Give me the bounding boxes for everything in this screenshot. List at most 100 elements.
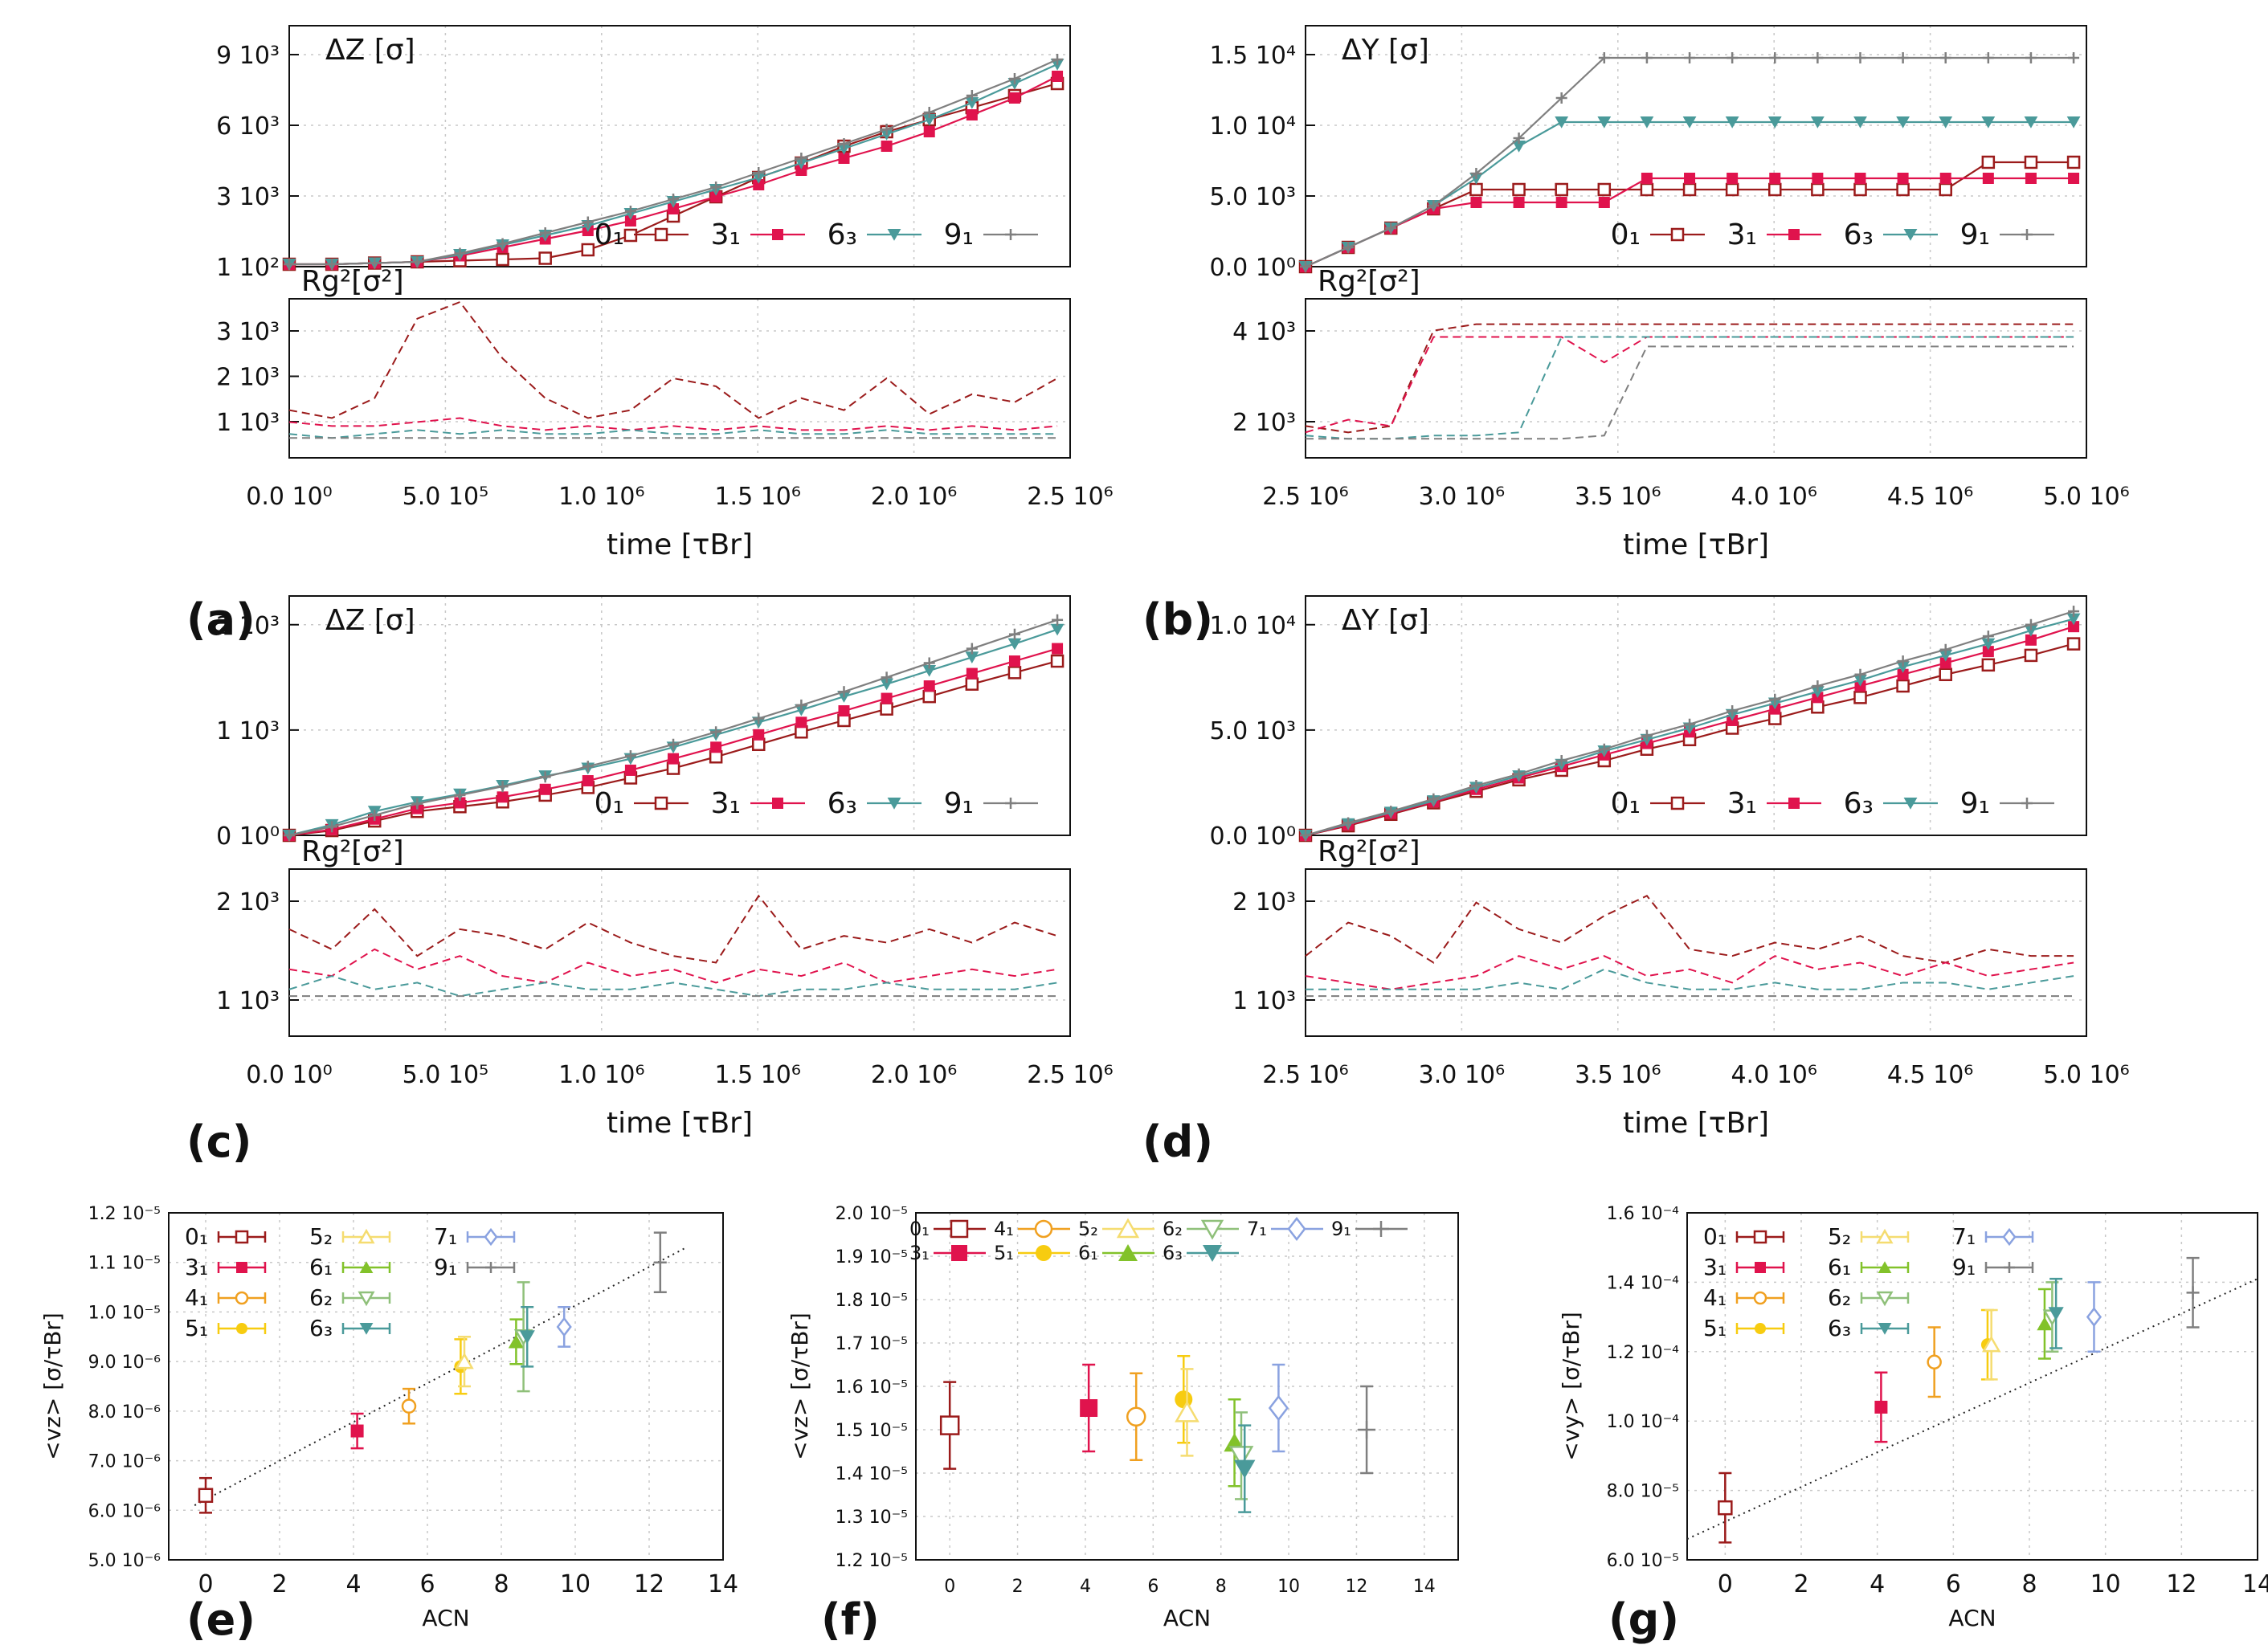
point-3_1 [1052, 71, 1064, 82]
y-tick-label: 5.0 10³ [1210, 183, 1296, 211]
x-tick-label: 2.0 10⁶ [871, 483, 957, 511]
y-tick-label: 8.0 10⁻⁵ [1607, 1482, 1679, 1502]
point-0_1 [1981, 155, 1996, 169]
point-9_1 [668, 738, 680, 750]
y-tick-label: 9.0 10⁻⁶ [88, 1353, 161, 1373]
point-0_1 [1007, 666, 1022, 680]
data-point [198, 1488, 214, 1504]
point-9_1 [966, 643, 978, 655]
point-9_1 [710, 182, 722, 193]
legend-label: 6₃ [1828, 1315, 1851, 1341]
y-tick-label: 1.9 10⁻⁵ [836, 1247, 908, 1267]
point-9_1 [881, 124, 893, 135]
point-9_1 [1769, 52, 1781, 63]
rg-line-3_1 [288, 417, 1058, 431]
y-tick-label: 1.0 10⁴ [1210, 612, 1296, 640]
legend-marker [1788, 229, 1800, 240]
point-3_1 [1812, 173, 1824, 184]
point-3_1 [624, 215, 636, 227]
point-0_1 [965, 677, 979, 691]
series-line-9_1 [289, 58, 1058, 266]
x-tick-label: 12 [634, 1570, 664, 1598]
legend-label: 9₁ [944, 218, 974, 251]
point-6_3 [1810, 686, 1825, 698]
point-6_3 [1767, 116, 1782, 129]
legend-marker [236, 1323, 247, 1334]
point-9_1 [1385, 222, 1397, 234]
y-tick-label: 1.4 10⁻⁴ [1607, 1273, 1680, 1293]
legend-marker [359, 1261, 374, 1273]
panel-label: (a) [186, 594, 255, 645]
data-point [401, 1398, 417, 1414]
legend-marker [236, 1262, 247, 1273]
point-6_3 [1896, 661, 1910, 673]
point-9_1 [881, 671, 893, 684]
point-9_1 [838, 686, 850, 698]
point-9_1 [369, 809, 381, 821]
point-9_1 [2025, 52, 2037, 63]
point-3_1 [1897, 173, 1909, 184]
y-tick-label: 1 10³ [216, 409, 280, 437]
legend-label: 3₁ [711, 787, 741, 820]
point-6_3 [1939, 116, 1953, 129]
rg-line-6_3 [1305, 336, 2074, 440]
y-tick-label: 1.2 10⁻⁵ [88, 1204, 161, 1224]
point-6_3 [2066, 116, 2081, 129]
point-9_1 [668, 194, 680, 205]
y-tick-label: 1.8 10⁻⁵ [836, 1291, 908, 1311]
point-6_3 [1050, 623, 1065, 636]
legend-label: 3₁ [909, 1242, 930, 1264]
point-0_1 [1853, 182, 1867, 197]
point-9_1 [795, 153, 807, 164]
legend-label: 9₁ [434, 1254, 457, 1280]
point-3_1 [497, 791, 509, 803]
point-6_3 [880, 678, 894, 691]
point-0_1 [1896, 679, 1910, 693]
panel-d: 2.5 10⁶ 3.0 10⁶ 3.5 10⁶ 4.0 10⁶ 4.5 10⁶ 5.0 1… [1142, 595, 2130, 1167]
legend-label: 6₂ [309, 1284, 333, 1311]
data-point [2086, 1307, 2102, 1328]
point-9_1 [1555, 92, 1567, 104]
legend-label: 5₂ [1078, 1218, 1098, 1240]
point-3_1 [881, 141, 893, 152]
y-tick-label: 3 10³ [216, 183, 280, 211]
point-9_1 [411, 798, 423, 810]
x-tick-label: 12 [1345, 1577, 1367, 1597]
point-3_1 [539, 783, 551, 795]
legend-marker [2021, 229, 2033, 240]
point-3_1 [2068, 621, 2080, 633]
legend-marker [950, 1219, 969, 1239]
legend-label: 5₁ [1703, 1315, 1727, 1341]
point-9_1 [1684, 718, 1696, 730]
point-3_1 [1641, 173, 1653, 184]
point-9_1 [1385, 806, 1397, 818]
point-3_1 [668, 203, 680, 214]
point-6_3 [1682, 116, 1697, 129]
legend-label: 6₂ [1163, 1218, 1183, 1240]
point-9_1 [1897, 655, 1909, 667]
legend-label: 7₁ [1952, 1223, 1976, 1250]
x-axis-label: ACN [1163, 1605, 1211, 1631]
data-point [1234, 1459, 1256, 1479]
point-9_1 [582, 761, 594, 773]
x-tick-label: 6 [1946, 1570, 1961, 1598]
point-9_1 [1982, 52, 1994, 63]
panel-f: 0 2 4 6 8 10 12 14 1.2 10⁻⁵ 1.3 10⁻⁵ 1.4 10⁻⁵ 1.5 1… [787, 1204, 1459, 1645]
point-6_3 [922, 664, 937, 677]
legend-marker [1788, 798, 1800, 809]
point-3_1 [668, 753, 680, 765]
point-0_1 [538, 251, 552, 265]
x-tick-label: 10 [2090, 1570, 2121, 1598]
x-tick-label: 6 [1147, 1577, 1159, 1597]
point-3_1 [1513, 197, 1525, 208]
x-tick-label: 4 [1080, 1577, 1091, 1597]
legend-marker [654, 796, 668, 810]
x-tick-label: 5.0 10⁶ [2043, 483, 2129, 511]
point-0_1 [1768, 712, 1782, 725]
y-tick-label: 3 10³ [216, 318, 280, 346]
x-tick-label: 8 [2021, 1570, 2037, 1598]
legend-marker [1118, 1244, 1138, 1261]
x-tick-label: 3.5 10⁶ [1575, 1061, 1661, 1089]
x-tick-label: 14 [708, 1570, 738, 1598]
point-0_1 [1896, 182, 1910, 197]
